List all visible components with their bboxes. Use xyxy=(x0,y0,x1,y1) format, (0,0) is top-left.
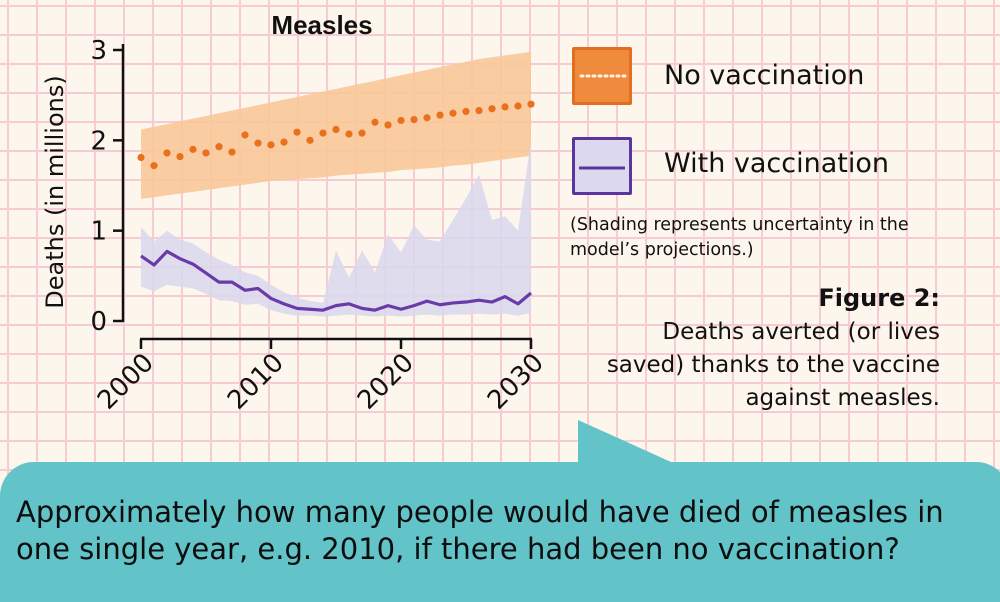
x-tick-label: 2020 xyxy=(352,348,420,416)
x-tick-label: 2000 xyxy=(92,348,160,416)
data-point-no-vaccination xyxy=(423,114,431,122)
legend-swatch-with-vaccination xyxy=(572,137,632,195)
legend-swatch-no-vaccination xyxy=(572,47,632,105)
x-tick-label: 2010 xyxy=(222,348,290,416)
data-point-no-vaccination xyxy=(228,148,236,156)
y-tick-label: 2 xyxy=(90,126,107,156)
caption-line-3: against measles. xyxy=(745,385,940,411)
question-text: Approximately how many people would have… xyxy=(16,495,944,566)
y-tick-label: 3 xyxy=(90,36,107,66)
data-point-no-vaccination xyxy=(449,109,457,117)
data-point-no-vaccination xyxy=(163,149,171,157)
legend-label-with-vaccination: With vaccination xyxy=(664,148,889,179)
data-point-no-vaccination xyxy=(306,136,314,144)
question-bubble xyxy=(0,462,1000,602)
data-point-no-vaccination xyxy=(176,152,184,161)
data-point-no-vaccination xyxy=(189,145,197,153)
data-point-no-vaccination xyxy=(332,125,340,134)
data-point-no-vaccination xyxy=(501,103,509,111)
uncertainty-note: (Shading represents uncertainty in the m… xyxy=(570,215,909,260)
y-tick-label: 0 xyxy=(90,307,107,337)
data-point-no-vaccination xyxy=(397,116,405,125)
data-point-no-vaccination xyxy=(345,130,353,138)
data-point-no-vaccination xyxy=(293,128,301,136)
data-point-no-vaccination xyxy=(371,118,379,126)
figure-caption: Figure 2: Deaths averted (or lives saved… xyxy=(520,282,940,415)
data-point-no-vaccination xyxy=(267,141,275,149)
data-point-no-vaccination xyxy=(436,111,444,119)
figure-label: Figure 2: xyxy=(818,284,940,312)
data-point-no-vaccination xyxy=(137,153,145,162)
caption-line-2: saved) thanks to the vaccine xyxy=(606,352,940,378)
caption-line-1: Deaths averted (or lives xyxy=(662,319,940,345)
data-point-no-vaccination xyxy=(475,106,483,115)
data-point-no-vaccination xyxy=(410,115,418,124)
chart-title: Measles xyxy=(271,10,372,40)
data-point-no-vaccination xyxy=(384,121,392,129)
data-point-no-vaccination xyxy=(150,162,158,170)
data-point-no-vaccination xyxy=(280,138,288,146)
data-point-no-vaccination xyxy=(514,102,522,110)
data-point-no-vaccination xyxy=(215,143,223,151)
data-point-no-vaccination xyxy=(358,129,366,137)
data-point-no-vaccination xyxy=(527,100,535,108)
bubble-pointer xyxy=(578,420,700,475)
data-point-no-vaccination xyxy=(462,107,470,116)
legend-label-no-vaccination: No vaccination xyxy=(664,60,865,91)
data-point-no-vaccination xyxy=(254,139,262,147)
y-axis-label: Deaths (in millions) xyxy=(41,75,69,308)
data-point-no-vaccination xyxy=(241,131,249,139)
data-point-no-vaccination xyxy=(202,149,210,157)
data-point-no-vaccination xyxy=(488,105,496,113)
uncertainty-band-with-vaccination xyxy=(141,140,531,317)
y-tick-label: 1 xyxy=(90,217,107,247)
data-point-no-vaccination xyxy=(319,129,327,137)
series-line-with-vaccination xyxy=(140,249,533,312)
uncertainty-band-no-vaccination xyxy=(141,51,531,200)
